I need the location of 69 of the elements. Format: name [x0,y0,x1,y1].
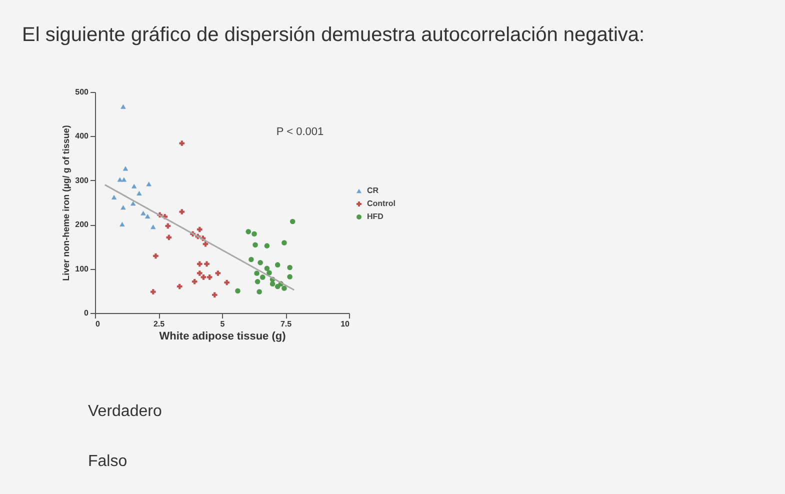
point [246,229,252,234]
y-tick-label: 200 [75,220,90,230]
x-axis-title: White adipose tissue (g) [159,330,286,342]
point [179,140,185,146]
y-tick-label: 500 [75,88,90,96]
x-tick-label: 7.5 [280,320,292,328]
point [117,177,123,182]
point [287,274,292,280]
point [131,184,137,188]
point [150,224,156,230]
point [254,278,260,284]
point [111,194,117,200]
point [264,243,270,248]
point [252,242,258,248]
y-tick-label: 300 [75,176,90,185]
point [248,256,254,262]
point [266,270,272,276]
point [264,266,270,271]
point [212,292,218,298]
point [153,253,158,259]
text: Falso [88,453,128,470]
y-tick-label: 400 [75,132,90,141]
x-tick-label: 2.5 [153,320,166,328]
point [274,284,280,290]
point [179,209,185,214]
point [120,222,125,226]
point [254,270,260,276]
x-tick-label: 5 [220,320,226,328]
point [215,270,221,276]
x-tick-label: 10 [340,320,350,328]
point [270,281,276,286]
point [290,218,296,224]
point [122,166,128,171]
point [235,288,240,294]
point [260,274,266,280]
point [192,278,198,284]
point [204,261,210,267]
point [197,270,202,276]
chart-title: El siguiente gráfico de dispersión demuestra autocorrelación negativa: [22,24,645,46]
point [197,226,202,232]
point [136,190,142,196]
y-tick-label: 0 [84,308,90,318]
point [282,240,287,246]
point [287,264,292,270]
point [146,182,152,186]
point [206,274,212,280]
point [200,274,206,280]
point [252,231,257,237]
legend-label: HFD [367,212,384,221]
y-axis-title: Liver non-heme iron (µg/ g of tissue) [61,125,72,281]
point [224,280,230,286]
point [150,289,156,294]
point [282,286,287,291]
point [140,210,146,216]
point [144,214,150,218]
text: Verdadero [88,403,162,420]
point [121,177,127,182]
legend-label: CR [367,186,379,195]
point [258,260,263,266]
point [256,289,262,294]
y-tick-label: 100 [75,264,90,274]
legend-label: Control [367,199,396,208]
point [120,205,126,210]
annotation: P < 0.001 [276,126,324,138]
point [274,262,280,268]
point [120,104,126,109]
point [130,201,136,206]
x-tick-label: 0 [96,320,100,328]
point [197,261,202,267]
